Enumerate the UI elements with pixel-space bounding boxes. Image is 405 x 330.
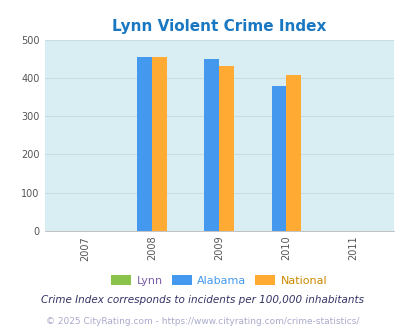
Bar [204,59,219,231]
Text: © 2025 CityRating.com - https://www.cityrating.com/crime-statistics/: © 2025 CityRating.com - https://www.city… [46,317,359,326]
Bar [152,57,166,231]
Bar [271,86,286,231]
Bar [137,57,152,231]
Legend: Lynn, Alabama, National: Lynn, Alabama, National [106,271,331,291]
Text: Crime Index corresponds to incidents per 100,000 inhabitants: Crime Index corresponds to incidents per… [41,295,364,305]
Title: Lynn Violent Crime Index: Lynn Violent Crime Index [112,19,326,34]
Bar [219,66,233,231]
Bar [286,75,301,231]
